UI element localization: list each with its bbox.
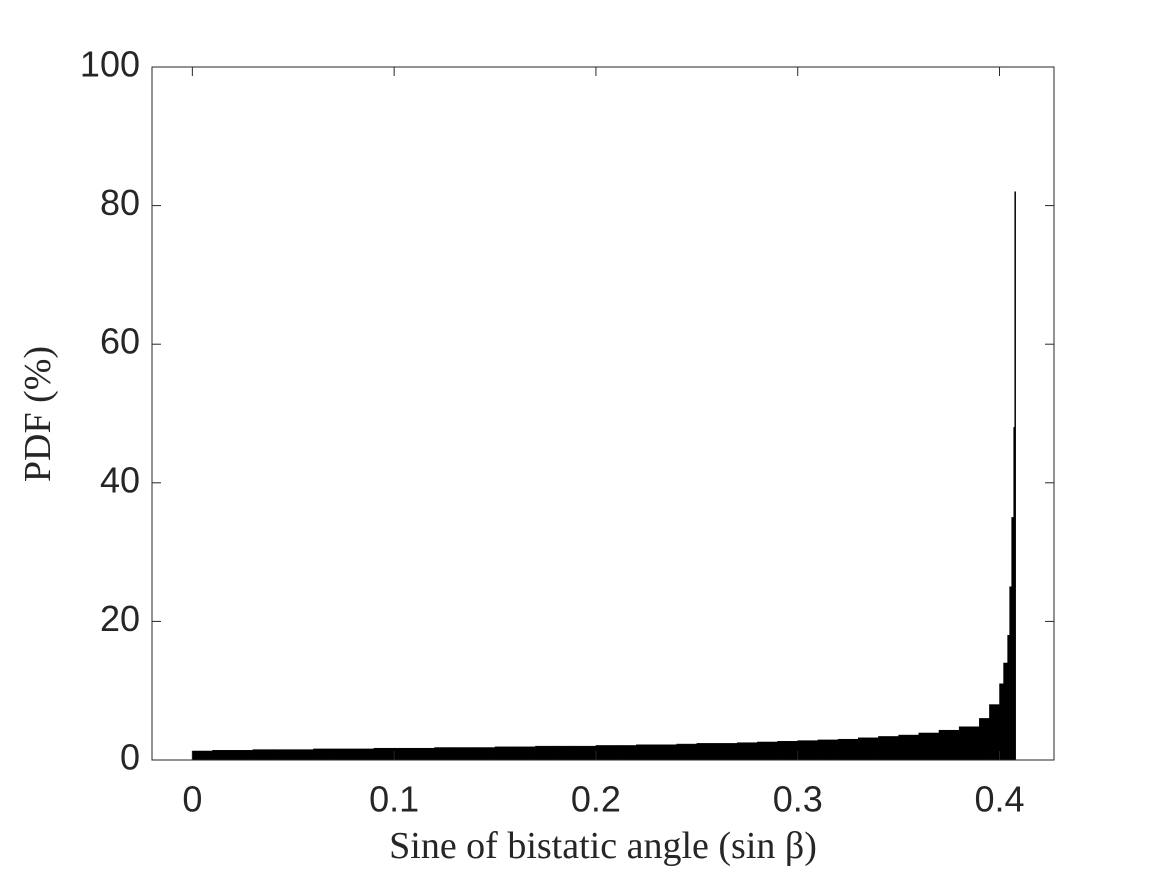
y-tick-label: 20 [100,598,140,639]
bar [1014,191,1016,761]
bar [898,734,920,761]
bar [918,732,940,761]
x-tick-label: 0.4 [974,779,1024,820]
bar [514,746,536,761]
bar [575,745,597,761]
bar [555,745,577,761]
bar [757,741,778,761]
bar [1007,635,1010,761]
bar [797,740,819,761]
y-axis-label: PDF (%) [17,346,59,482]
bar [716,743,738,761]
bar [474,747,496,761]
bar [676,743,698,761]
x-tick-label: 0.3 [773,779,823,820]
bar [333,748,355,761]
bar [535,745,556,761]
bar [353,748,375,761]
y-tick-label: 0 [120,737,140,778]
bar [272,749,294,761]
bar [979,718,990,761]
bar [958,726,980,761]
x-tick-label: 0 [182,779,202,820]
y-tick-label: 60 [100,321,140,362]
bar [777,741,798,761]
bar [232,750,254,761]
x-tick-label: 0.2 [571,779,621,820]
bar [252,749,274,761]
bar [1003,662,1008,761]
bar [192,750,213,761]
bar [373,747,395,761]
bar [454,747,476,761]
bar [313,748,334,761]
bar [1009,586,1012,761]
bar [212,750,233,761]
x-axis-label: Sine of bistatic angle (sin β) [389,825,817,867]
bar [636,744,657,761]
bar [293,749,314,761]
bar [1011,517,1014,761]
bar [938,729,960,761]
bar [494,746,516,761]
plot-frame [151,66,1055,761]
bar [858,737,879,761]
y-tick-label: 80 [100,182,140,223]
bar [878,736,899,761]
bar [414,747,435,761]
bar [434,747,455,761]
bar [656,744,677,761]
y-tick-label: 40 [100,459,140,500]
bar [696,743,718,761]
bar [615,745,637,761]
bar [393,747,415,761]
bar [736,742,758,761]
bar [837,738,859,761]
x-tick-label: 0.1 [369,779,419,820]
bar [989,704,1000,761]
bar [817,739,839,761]
y-tick-label: 100 [80,44,140,85]
bar [595,745,617,761]
bar [999,683,1004,761]
